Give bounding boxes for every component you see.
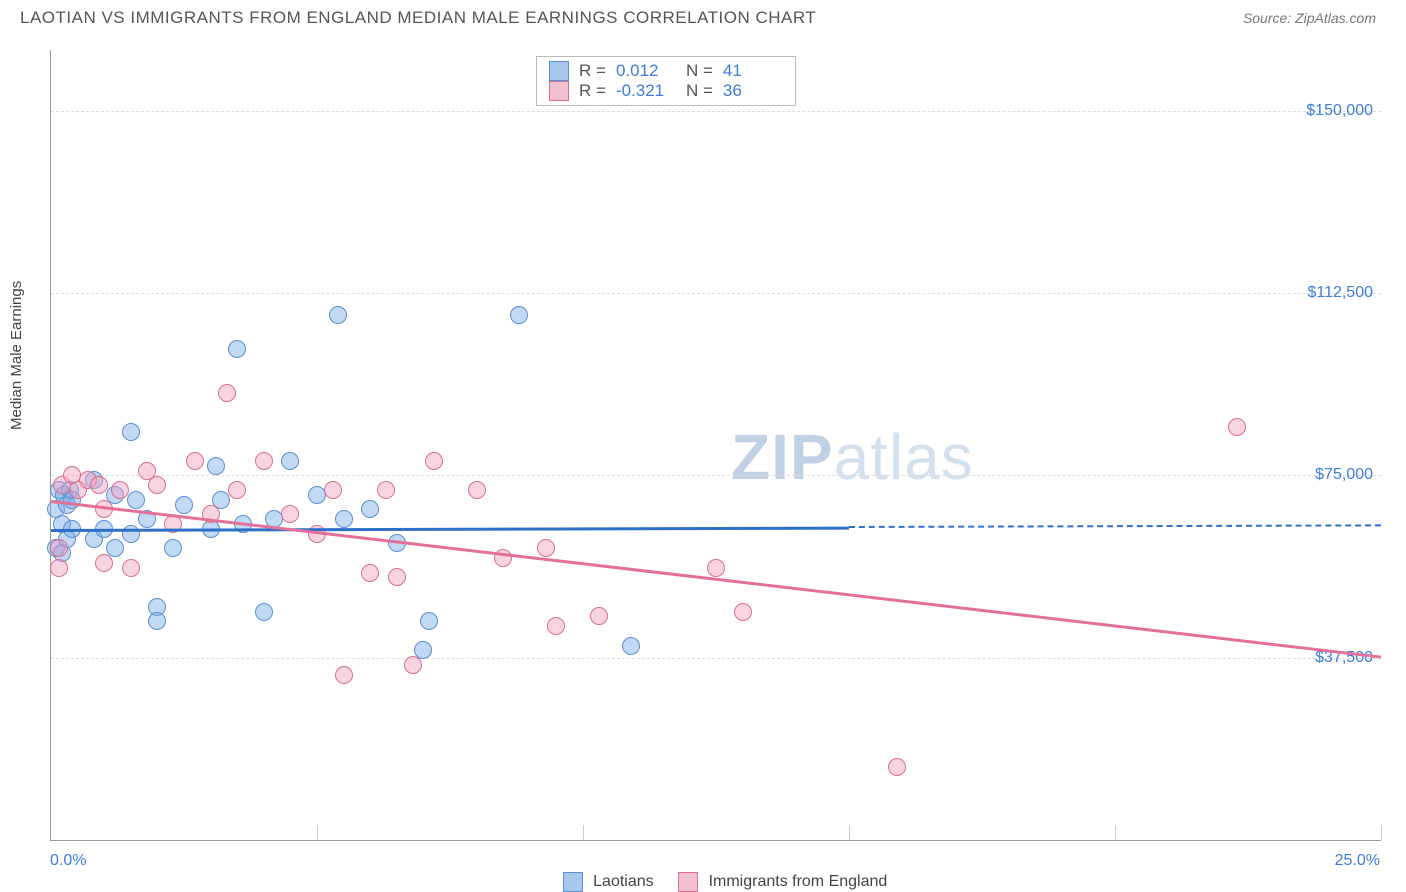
legend-label: Immigrants from England <box>709 873 888 890</box>
data-point <box>122 525 140 543</box>
data-point <box>164 539 182 557</box>
x-tick <box>317 825 318 840</box>
data-point <box>734 603 752 621</box>
data-point <box>228 340 246 358</box>
n-value: 41 <box>723 61 783 81</box>
data-point <box>50 539 68 557</box>
data-point <box>122 559 140 577</box>
data-point <box>537 539 555 557</box>
r-value: 0.012 <box>616 61 676 81</box>
data-point <box>547 617 565 635</box>
data-point <box>207 457 225 475</box>
data-point <box>148 612 166 630</box>
data-point <box>468 481 486 499</box>
data-point <box>255 452 273 470</box>
trend-line <box>849 525 1381 529</box>
y-tick-label: $150,000 <box>1306 102 1373 120</box>
data-point <box>888 758 906 776</box>
watermark: ZIPatlas <box>731 420 974 494</box>
x-tick <box>583 825 584 840</box>
x-axis-max-label: 25.0% <box>1335 852 1380 870</box>
x-tick <box>849 825 850 840</box>
gridline <box>51 111 1381 112</box>
data-point <box>388 568 406 586</box>
data-point <box>50 559 68 577</box>
series-swatch-icon <box>549 81 569 101</box>
trend-line <box>51 500 1381 658</box>
y-axis-title: Median Male Earnings <box>8 281 25 430</box>
data-point <box>122 423 140 441</box>
scatter-plot: ZIPatlas R = 0.012 N = 41 R = -0.321 N =… <box>50 50 1381 841</box>
data-point <box>335 666 353 684</box>
legend-label: Laotians <box>593 873 654 890</box>
data-point <box>425 452 443 470</box>
data-point <box>186 452 204 470</box>
data-point <box>175 496 193 514</box>
x-axis-min-label: 0.0% <box>50 852 86 870</box>
data-point <box>148 476 166 494</box>
data-point <box>590 607 608 625</box>
chart-title: LAOTIAN VS IMMIGRANTS FROM ENGLAND MEDIA… <box>20 8 816 28</box>
data-point <box>335 510 353 528</box>
data-point <box>1228 418 1246 436</box>
data-point <box>361 500 379 518</box>
data-point <box>90 476 108 494</box>
data-point <box>218 384 236 402</box>
data-point <box>95 554 113 572</box>
r-value: -0.321 <box>616 81 676 101</box>
data-point <box>281 452 299 470</box>
data-point <box>420 612 438 630</box>
data-point <box>361 564 379 582</box>
data-point <box>127 491 145 509</box>
legend-swatch-icon <box>563 872 583 892</box>
x-tick <box>1115 825 1116 840</box>
data-point <box>228 481 246 499</box>
data-point <box>111 481 129 499</box>
data-point <box>281 505 299 523</box>
data-point <box>255 603 273 621</box>
x-tick <box>1381 825 1382 840</box>
data-point <box>324 481 342 499</box>
stats-row: R = 0.012 N = 41 <box>549 61 783 81</box>
y-tick-label: $75,000 <box>1315 466 1373 484</box>
data-point <box>707 559 725 577</box>
stats-row: R = -0.321 N = 36 <box>549 81 783 101</box>
data-point <box>622 637 640 655</box>
correlation-stats-box: R = 0.012 N = 41 R = -0.321 N = 36 <box>536 56 796 106</box>
gridline <box>51 475 1381 476</box>
data-point <box>510 306 528 324</box>
legend-swatch-icon <box>678 872 698 892</box>
gridline <box>51 658 1381 659</box>
data-point <box>377 481 395 499</box>
y-tick-label: $112,500 <box>1307 284 1373 302</box>
data-point <box>329 306 347 324</box>
source-label: Source: ZipAtlas.com <box>1243 10 1376 26</box>
series-swatch-icon <box>549 61 569 81</box>
data-point <box>404 656 422 674</box>
n-value: 36 <box>723 81 783 101</box>
gridline <box>51 293 1381 294</box>
legend: Laotians Immigrants from England <box>50 872 1380 892</box>
